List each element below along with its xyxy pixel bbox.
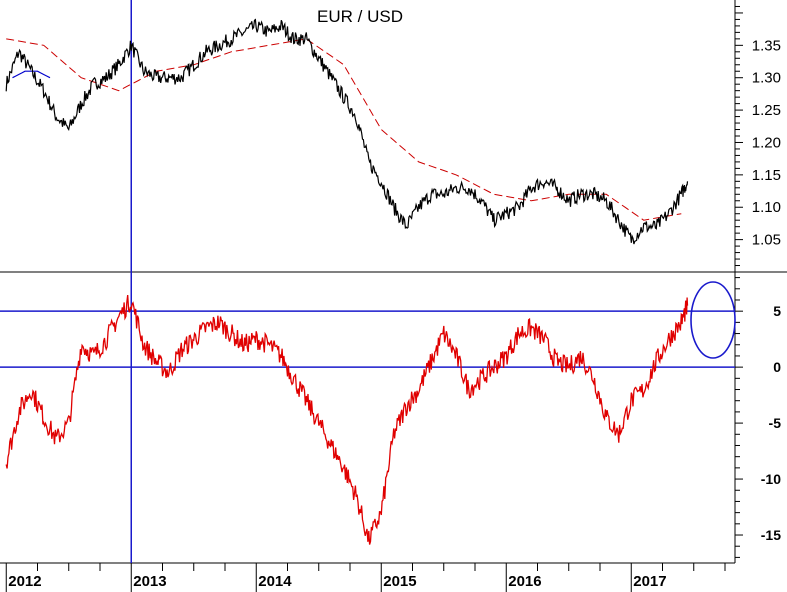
chart-frame — [0, 0, 787, 564]
year-label: 2012 — [8, 573, 41, 590]
year-label: 2014 — [258, 573, 292, 590]
year-label: 2016 — [508, 573, 541, 590]
osc-tick-label: -5 — [769, 415, 782, 431]
chart-title: EUR / USD — [317, 7, 403, 26]
short-average-line — [12, 70, 51, 79]
year-label: 2017 — [633, 573, 666, 590]
osc-tick-label: 0 — [773, 359, 781, 375]
price-panel: EUR / USD 1.05 1.10 1.15 1.20 1.25 1.30 1.35 — [5, 5, 781, 273]
price-tick-label: 1.30 — [752, 70, 781, 87]
osc-tick-label: 5 — [773, 303, 781, 319]
price-tick-label: 1.05 — [752, 232, 781, 249]
price-tick-label: 1.15 — [752, 167, 781, 184]
year-label: 2013 — [133, 573, 166, 590]
moving-average-line — [6, 38, 682, 221]
overlays — [690, 281, 736, 359]
price-tick-label: 1.10 — [752, 199, 781, 216]
price-tick-label: 1.20 — [752, 134, 781, 151]
oscillator-line — [5, 295, 689, 545]
osc-tick-label: -15 — [761, 527, 781, 543]
year-label: 2015 — [383, 573, 416, 590]
highlight-ellipse — [690, 281, 736, 359]
oscillator-panel: 5 0 -5 -10 -15 — [0, 277, 782, 558]
price-tick-label: 1.25 — [752, 102, 781, 119]
x-axis: 2012 2013 2014 2015 2016 2017 — [5, 563, 726, 592]
osc-tick-label: -10 — [761, 471, 781, 487]
price-tick-label: 1.35 — [752, 37, 781, 54]
eurusd-price-line — [5, 18, 689, 245]
